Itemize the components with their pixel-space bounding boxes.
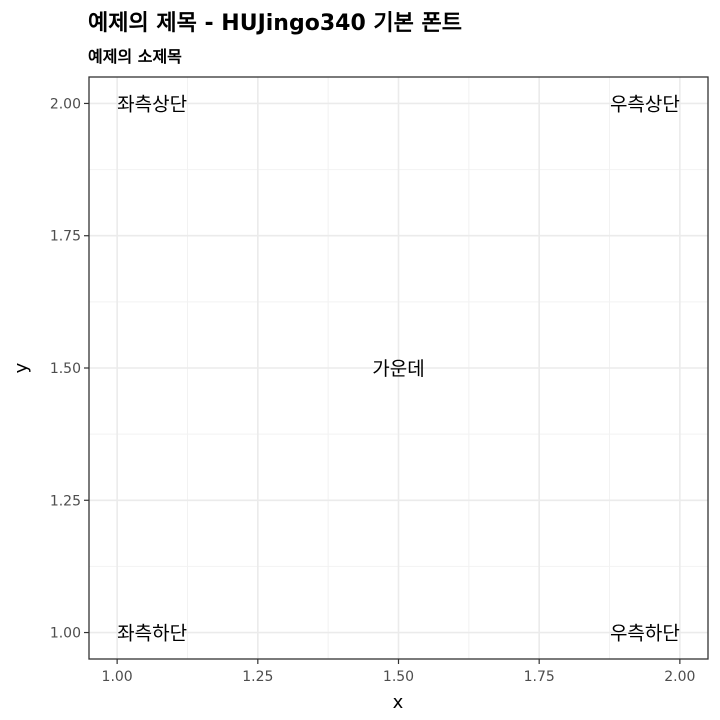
x-axis-title: x (393, 692, 404, 713)
chart-subtitle: 예제의 소제목 (88, 47, 182, 66)
x-tick-label: 1.50 (383, 669, 414, 685)
x-tick-label: 1.25 (242, 669, 273, 685)
y-tick-label: 2.00 (50, 96, 81, 112)
y-axis-title: y (11, 362, 32, 373)
y-tick-label: 1.75 (50, 229, 81, 245)
y-tick-label: 1.00 (50, 626, 81, 642)
point-label: 우측하단 (610, 623, 680, 645)
x-tick-label: 1.75 (524, 669, 555, 685)
point-label: 가운데 (372, 358, 424, 380)
y-tick-label: 1.25 (50, 493, 81, 509)
point-label: 우측상단 (610, 93, 680, 115)
chart-title: 예제의 제목 - HUJingo340 기본 폰트 (88, 11, 462, 36)
point-label: 좌측상단 (117, 93, 187, 115)
x-tick-label: 1.00 (102, 669, 133, 685)
x-tick-label: 2.00 (664, 669, 695, 685)
x-axis: 1.00 1.25 1.50 1.75 2.00 (102, 659, 695, 685)
point-label: 좌측하단 (117, 623, 187, 645)
y-axis: 1.00 1.25 1.50 1.75 2.00 (50, 96, 89, 642)
y-tick-label: 1.50 (50, 361, 81, 377)
major-gridlines (89, 77, 708, 659)
